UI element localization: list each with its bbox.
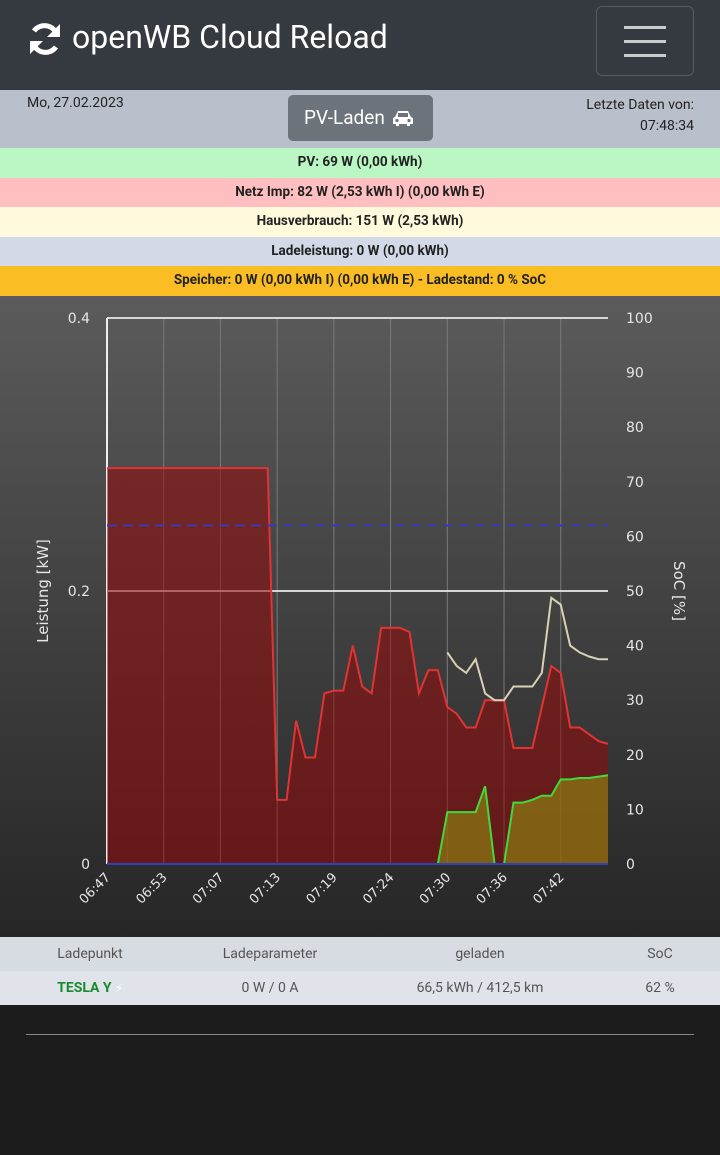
y2-tick-label: 60 xyxy=(626,529,644,545)
y2-tick-label: 50 xyxy=(626,584,644,600)
refresh-icon xyxy=(30,23,60,55)
house-status: Hausverbrauch: 151 W (2,53 kWh) xyxy=(0,207,720,237)
y2-tick-label: 80 xyxy=(626,420,644,436)
mode-button[interactable]: PV-Laden xyxy=(288,95,433,141)
navbar: openWB Cloud Reload xyxy=(0,0,720,90)
last-data-time: 07:48:34 xyxy=(640,118,694,134)
divider xyxy=(26,1034,694,1035)
y2-axis-title: SoC [%] xyxy=(670,561,688,621)
series-line xyxy=(446,596,608,702)
chart-panel: 06:47 06:53 07:07 07:13 07:19 07:24 07:30 07:36… xyxy=(0,296,720,937)
y-tick-label: 0.4 xyxy=(68,311,90,327)
x-tick-label: 07:24 xyxy=(360,870,397,907)
cell: 62 % xyxy=(645,980,675,996)
col-header: Ladepunkt xyxy=(57,946,123,962)
table-header: Ladepunkt Ladeparameter geladen SoC xyxy=(0,937,720,971)
y2-tick-label: 0 xyxy=(626,857,635,873)
date: Mo, 27.02.2023 xyxy=(27,95,124,111)
mode-label: PV-Laden xyxy=(304,106,385,129)
charge-status: Ladeleistung: 0 W (0,00 kWh) xyxy=(0,236,720,267)
y2-tick-label: 70 xyxy=(626,475,644,491)
chargepoint-label: TESLA Y xyxy=(57,980,112,996)
x-tick-label: 06:47 xyxy=(77,870,114,907)
cell: 66,5 kWh / 412,5 km xyxy=(416,980,544,996)
menu-button[interactable] xyxy=(596,6,694,76)
car-icon xyxy=(393,111,413,126)
area-line xyxy=(107,467,609,801)
last-data-label: Letzte Daten von: xyxy=(586,97,694,113)
y2-tick-label: 90 xyxy=(626,366,644,382)
cell: 0 W / 0 A xyxy=(241,980,299,996)
chargepoint-name[interactable]: TESLA Y ⚡ xyxy=(57,980,123,996)
pv-status: PV: 69 W (0,00 kWh) xyxy=(0,148,720,178)
info-bar: Mo, 27.02.2023 PV-Laden Letzte Daten von… xyxy=(0,90,720,148)
app-title: openWB Cloud Reload xyxy=(72,18,388,56)
x-tick-label: 07:07 xyxy=(190,870,227,907)
chart: 06:47 06:53 07:07 07:13 07:19 07:24 07:30 07:36… xyxy=(34,311,688,907)
y-tick-label: 0 xyxy=(81,857,90,873)
y2-tick-label: 30 xyxy=(626,693,644,709)
y2-tick-label: 100 xyxy=(626,311,653,327)
area-fill xyxy=(107,775,608,864)
x-tick-label: 07:30 xyxy=(417,870,454,907)
y2-tick-label: 40 xyxy=(626,639,644,655)
grid-status: Netz Imp: 82 W (2,53 kWh I) (0,00 kWh E) xyxy=(0,177,720,208)
col-header: SoC xyxy=(647,946,673,962)
y2-tick-label: 20 xyxy=(626,748,644,764)
y-tick-label: 0.2 xyxy=(68,584,90,600)
x-tick-label: 06:53 xyxy=(133,870,170,907)
y2-tick-label: 10 xyxy=(626,802,644,818)
x-tick-label: 07:13 xyxy=(247,870,284,907)
y-axis-title: Leistung [kW] xyxy=(34,539,52,643)
x-tick-label: 07:42 xyxy=(530,870,567,907)
col-header: Ladeparameter xyxy=(222,946,318,962)
storage-status: Speicher: 0 W (0,00 kWh I) (0,00 kWh E) … xyxy=(0,266,720,296)
x-tick-label: 07:36 xyxy=(474,870,511,907)
col-header: geladen xyxy=(455,946,505,962)
x-tick-label: 07:19 xyxy=(304,870,341,907)
table-row: TESLA Y ⚡ 0 W / 0 A 66,5 kWh / 412,5 km … xyxy=(0,971,720,1005)
